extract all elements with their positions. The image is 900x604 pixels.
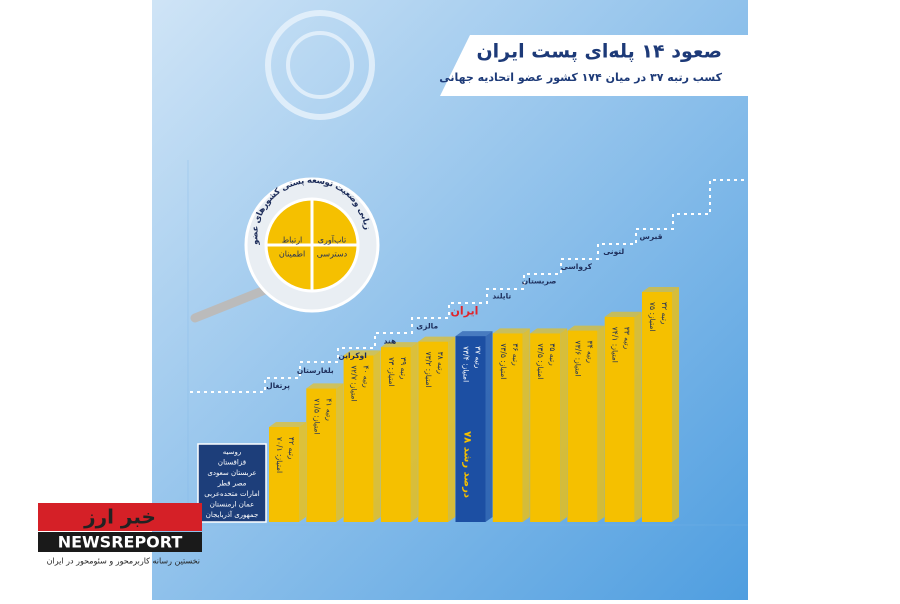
magnifier-handle — [190, 285, 270, 323]
bar-top — [380, 342, 418, 348]
quadrant-label: اطمینان — [279, 250, 305, 259]
bar — [492, 333, 523, 522]
watermark-tagline: نخستین رسانه کاربرمحور و سئومحور در ایرا… — [47, 557, 200, 566]
other-country: قزاقستان — [218, 459, 246, 467]
country-label: لتونی — [603, 247, 624, 256]
other-countries: روسیه قزاقستان عربستان سعودی مصر قطر امارات … — [204, 448, 260, 519]
country-label: پرتغال — [266, 381, 290, 390]
watermark-latin-bg — [38, 532, 202, 552]
bar-side — [410, 342, 418, 522]
bar-top — [567, 325, 605, 331]
quadrant-label: ارتباط — [282, 236, 303, 245]
upu-logo — [265, 10, 375, 120]
rank-label: رتبه ۴۱ — [324, 398, 333, 421]
score-label: امتیاز: ۷۰/۱ — [275, 437, 284, 473]
bar-side — [299, 422, 306, 522]
growth-label: ۷۸ درصد رشد — [462, 431, 473, 498]
bar-side — [672, 287, 679, 522]
other-countries-box — [197, 443, 267, 523]
watermark-brand-bg — [38, 503, 202, 531]
rank-label: رتبه ۳۸ — [436, 352, 445, 375]
bar — [567, 330, 598, 522]
other-country: روسیه — [223, 448, 242, 456]
other-country: عربستان سعودی — [207, 469, 256, 477]
upu-logo-inner — [286, 31, 354, 99]
quadrant-label: دسترسی — [317, 250, 348, 259]
rank-label: رتبه ۳۳ — [623, 327, 632, 350]
country-label: مالزی — [416, 321, 438, 330]
bar-top — [269, 422, 306, 427]
bar-top — [492, 328, 530, 334]
bar — [343, 355, 374, 522]
bar-side — [373, 350, 381, 522]
rank-label: رتبه ۳۲ — [660, 302, 669, 325]
other-country: امارات متحده‌عربی — [204, 490, 260, 498]
bar-side — [597, 325, 605, 522]
subtitle: کسب رتبه ۳۷ در میان ۱۷۴ کشور عضو اتحادیه… — [439, 71, 722, 84]
country-label: تایلند — [492, 292, 511, 301]
country-label: کرواسی — [561, 262, 593, 271]
bar-side — [634, 311, 642, 522]
bar — [269, 427, 299, 522]
title-banner — [440, 35, 748, 96]
other-country: جمهوری آذربایجان — [206, 510, 259, 519]
stairs — [190, 179, 748, 393]
rank-label: رتبه ۳۵ — [548, 343, 557, 366]
country-label: هند — [384, 336, 397, 345]
bar-side — [560, 328, 568, 522]
bar-top — [343, 350, 381, 356]
score-label: امتیاز: ۷۳/۶ — [573, 341, 582, 377]
bar — [530, 333, 561, 522]
other-country: عمان ارمنستان — [210, 501, 255, 509]
rank-label: رتبه ۳۴ — [585, 341, 594, 364]
rank-label: رتبه ۴۰ — [362, 365, 371, 388]
country-label: اوکراین — [338, 351, 366, 360]
bar — [455, 336, 486, 522]
bar-side — [448, 336, 456, 522]
quadrant-label: تاب‌آوری — [318, 235, 346, 245]
other-country: مصر قطر — [217, 480, 247, 488]
bar-top — [604, 311, 642, 317]
score-label: امتیاز: ۷۵ — [648, 302, 657, 332]
rank-label: رتبه ۴۲ — [287, 437, 296, 460]
bar — [418, 341, 449, 522]
score-label: امتیاز: ۷۲/۷ — [350, 365, 359, 401]
bar-top — [418, 336, 456, 342]
bar-side — [336, 383, 344, 522]
bar-top — [455, 331, 493, 337]
score-label: امتیاز: ۷۳/۲ — [424, 352, 433, 388]
bar-side — [522, 328, 530, 522]
country-label: ایران — [451, 305, 479, 318]
bar — [642, 292, 672, 522]
bar-side — [485, 331, 493, 522]
watermark-latin: NEWSREPORT — [58, 533, 183, 552]
bar — [380, 347, 411, 522]
watermark-brand: خبر ارز — [83, 505, 156, 529]
bar — [604, 316, 635, 522]
country-label: قبرس — [640, 232, 663, 241]
grid-decor — [187, 160, 748, 526]
score-label: امتیاز: ۷۱/۵ — [312, 398, 321, 434]
bar-top — [642, 287, 679, 292]
country-label: بلغارستان — [297, 366, 334, 375]
country-label: صربستان — [522, 277, 557, 286]
score-label: امتیاز: ۷۴/۱ — [611, 327, 620, 363]
bar — [306, 388, 337, 522]
rank-label: رتبه ۳۶ — [511, 343, 520, 366]
score-label: امتیاز: ۷۳/۴ — [462, 346, 471, 382]
title: صعود ۱۴ پله‌ای پست ایران — [476, 41, 722, 63]
bar-top — [306, 383, 344, 389]
score-label: امتیاز: ۷۳/۵ — [536, 343, 545, 379]
rank-label: رتبه ۳۹ — [399, 357, 408, 380]
score-label: امتیاز: ۷۳ — [387, 357, 396, 387]
score-label: امتیاز: ۷۳/۵ — [499, 343, 508, 379]
bar-top — [530, 328, 568, 334]
rank-label: رتبه ۳۷ — [474, 346, 483, 369]
